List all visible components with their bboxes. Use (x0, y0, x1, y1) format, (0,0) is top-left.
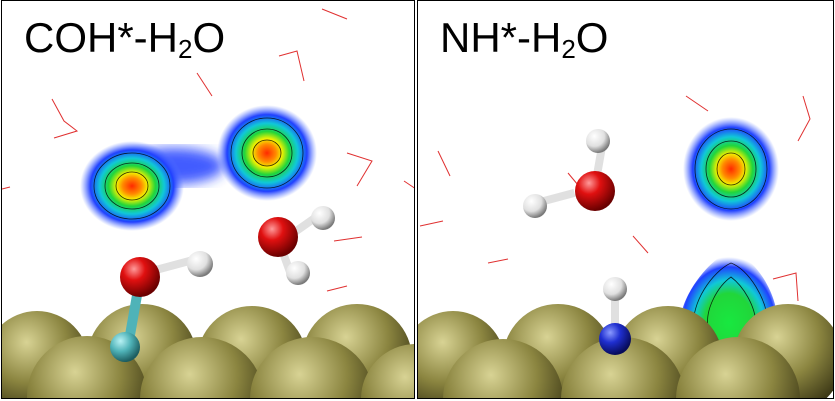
label-prefix: NH*-H (440, 14, 562, 61)
label-suffix: O (192, 14, 226, 61)
label-prefix: COH*-H (24, 14, 178, 61)
coh-adsorbate (110, 251, 213, 362)
electron-density-map (80, 105, 317, 231)
metal-surface (418, 304, 833, 398)
nh-adsorbate (599, 277, 631, 355)
panel-label-coh-h2o: COH*-H2O (24, 14, 226, 64)
water-molecule (523, 129, 615, 218)
panel-nh-h2o: NH*-H2O (417, 0, 834, 399)
solvent-molecules (419, 95, 819, 322)
solvent-molecules (2, 8, 414, 292)
panel-nh-scene (418, 95, 833, 398)
label-subscript: 2 (178, 34, 193, 64)
panel-coh-h2o: COH*-H2O (1, 0, 415, 399)
metal-surface (2, 304, 414, 398)
label-subscript: 2 (561, 34, 576, 64)
water-molecule (258, 206, 335, 285)
label-suffix: O (575, 14, 609, 61)
panel-label-nh-h2o: NH*-H2O (440, 14, 609, 64)
panel-coh-scene (2, 8, 414, 398)
